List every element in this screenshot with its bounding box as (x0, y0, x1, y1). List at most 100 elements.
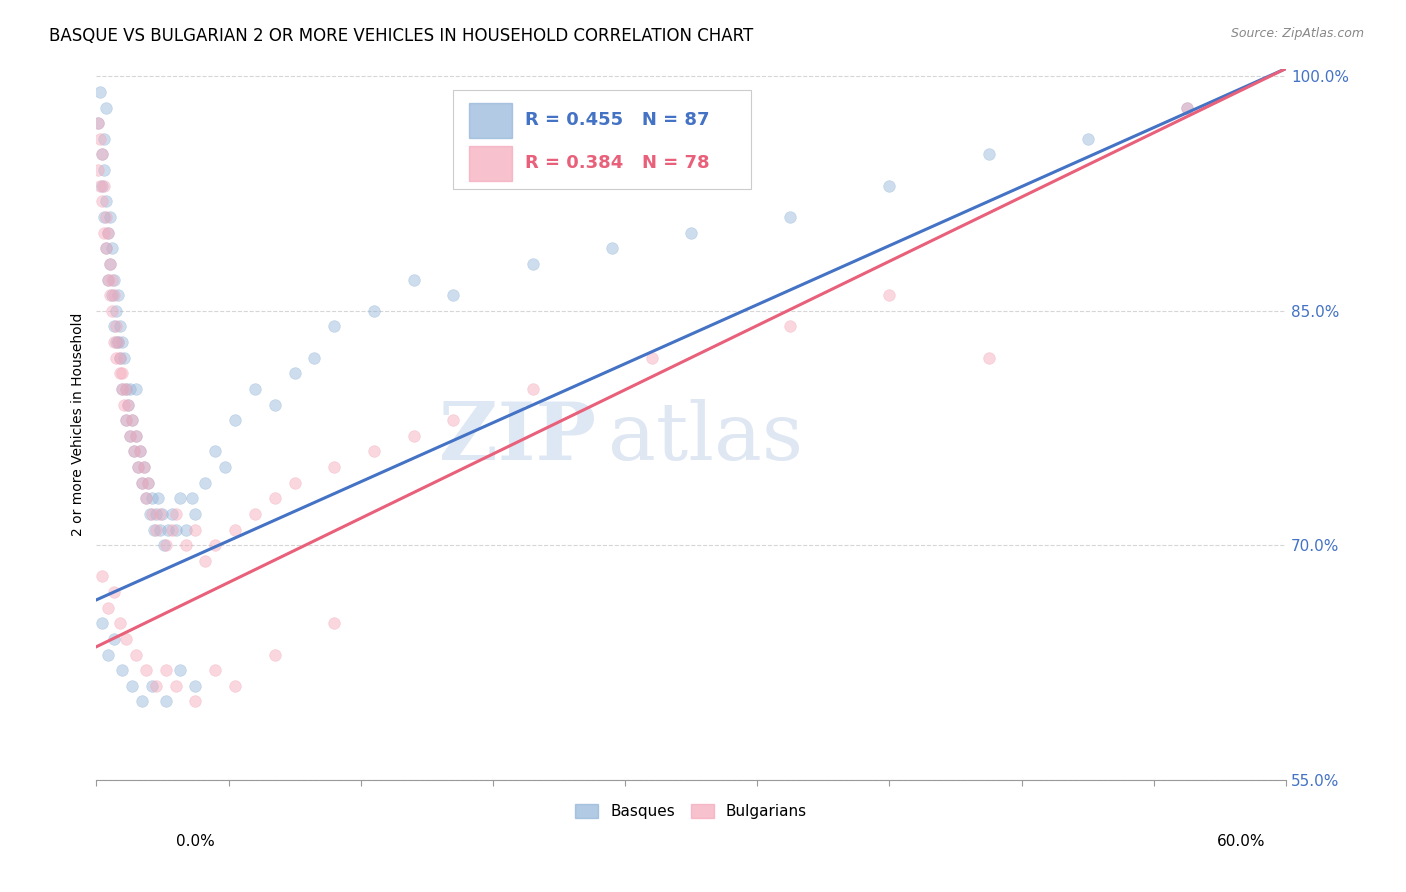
FancyBboxPatch shape (453, 90, 751, 189)
Point (105, 319, 128, 334)
Text: Source: ZipAtlas.com: Source: ZipAtlas.com (1230, 27, 1364, 40)
Point (121, 413, 143, 427)
Point (112, 351, 135, 365)
Point (145, 523, 167, 537)
Point (977, 147, 1000, 161)
Point (323, 460, 346, 475)
Point (224, 523, 246, 537)
Point (122, 444, 145, 458)
Point (111, 382, 134, 396)
Point (194, 554, 217, 568)
Point (160, 523, 183, 537)
Point (155, 663, 177, 677)
Point (105, 351, 128, 365)
Point (132, 460, 155, 475)
Point (141, 507, 163, 521)
Text: atlas: atlas (607, 400, 803, 477)
Point (96, 241, 118, 255)
Point (174, 538, 197, 552)
Point (129, 444, 152, 458)
Point (96, 101, 118, 115)
Point (87, 116, 110, 130)
Point (115, 413, 138, 427)
Point (87, 116, 110, 130)
Point (214, 460, 236, 475)
Point (323, 616, 346, 631)
Point (136, 475, 159, 490)
Point (135, 491, 157, 506)
Point (125, 429, 148, 443)
Point (224, 679, 246, 693)
Point (194, 475, 217, 490)
Point (441, 288, 464, 302)
Point (91, 178, 114, 193)
Point (101, 288, 124, 302)
Point (96, 241, 118, 255)
Point (89, 132, 111, 146)
Point (131, 694, 153, 708)
Text: R = 0.384   N = 78: R = 0.384 N = 78 (524, 154, 709, 172)
Point (105, 334, 128, 349)
Point (142, 523, 165, 537)
Point (204, 663, 226, 677)
Point (284, 366, 307, 380)
Point (141, 491, 163, 506)
Point (180, 491, 202, 506)
Point (149, 507, 172, 521)
Point (131, 475, 153, 490)
Point (284, 475, 307, 490)
Point (263, 398, 285, 412)
Point (93, 178, 115, 193)
Point (1077, 132, 1099, 146)
Point (402, 272, 425, 286)
Legend: Basques, Bulgarians: Basques, Bulgarians (569, 798, 813, 825)
Point (107, 334, 129, 349)
FancyBboxPatch shape (468, 145, 512, 180)
Point (125, 648, 148, 662)
Y-axis label: 2 or more Vehicles in Household: 2 or more Vehicles in Household (72, 312, 86, 536)
Point (98, 257, 121, 271)
Point (150, 507, 173, 521)
Point (243, 382, 266, 396)
Point (779, 210, 801, 224)
Point (108, 351, 131, 365)
Point (681, 226, 703, 240)
Point (103, 319, 125, 334)
Point (184, 507, 207, 521)
Point (122, 444, 145, 458)
Point (107, 288, 129, 302)
Text: 60.0%: 60.0% (1218, 834, 1265, 849)
Point (174, 523, 197, 537)
Point (101, 303, 124, 318)
Point (156, 523, 179, 537)
Point (115, 382, 138, 396)
Point (402, 429, 425, 443)
Point (165, 523, 187, 537)
Point (97, 226, 120, 240)
Point (91, 194, 114, 209)
Point (121, 679, 143, 693)
Point (243, 507, 266, 521)
Point (107, 334, 129, 349)
Point (91, 147, 114, 161)
Point (165, 679, 187, 693)
Point (600, 241, 623, 255)
Point (108, 351, 131, 365)
Point (97, 272, 120, 286)
Point (103, 334, 125, 349)
Point (169, 663, 191, 677)
Point (120, 429, 142, 443)
Point (879, 178, 901, 193)
Point (111, 366, 134, 380)
Point (97, 272, 120, 286)
Point (108, 319, 131, 334)
Point (204, 538, 226, 552)
Point (97, 600, 120, 615)
Point (111, 382, 134, 396)
Point (103, 288, 125, 302)
Text: 0.0%: 0.0% (176, 834, 215, 849)
Point (103, 585, 125, 599)
Point (112, 398, 135, 412)
Point (640, 351, 662, 365)
Point (323, 319, 346, 334)
